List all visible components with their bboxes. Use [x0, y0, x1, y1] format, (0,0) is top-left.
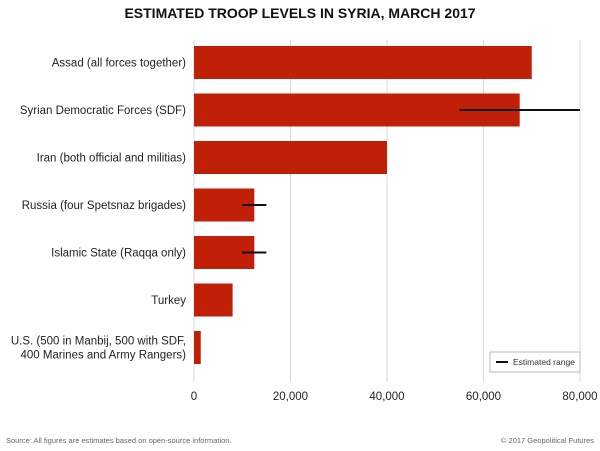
category-label: Turkey [151, 295, 186, 307]
category-label: Islamic State (Raqqa only) [51, 248, 186, 260]
legend: Estimated range [489, 351, 581, 373]
legend-label: Estimated range [513, 357, 575, 367]
legend-box [489, 351, 581, 373]
category-labels: Assad (all forces together) Syrian Democr… [11, 58, 186, 362]
category-label: 400 Marines and Army Rangers) [20, 350, 186, 362]
bar [194, 141, 387, 174]
category-label: Assad (all forces together) [52, 58, 186, 70]
chart-title: ESTIMATED TROOP LEVELS IN SYRIA, MARCH 2… [124, 5, 475, 21]
bars [194, 46, 532, 364]
category-label: Russia (four Spetsnaz brigades) [22, 200, 186, 212]
x-tick-label: 60,000 [466, 391, 501, 403]
x-tick-label: 20,000 [273, 391, 308, 403]
category-label: U.S. (500 in Manbij, 500 with SDF, [11, 336, 186, 348]
source-note: Source: All figures are estimates based … [6, 436, 232, 445]
bar [194, 331, 201, 364]
bar [194, 283, 233, 317]
estimated-ranges [242, 109, 580, 254]
category-label: Syrian Democratic Forces (SDF) [20, 105, 186, 117]
x-tick-label: 0 [191, 391, 197, 403]
x-axis-ticks: 0 20,000 40,000 60,000 80,000 [191, 391, 598, 403]
x-tick-label: 80,000 [562, 391, 597, 403]
x-tick-label: 40,000 [369, 391, 404, 403]
category-label: Iran (both official and militias) [37, 153, 187, 165]
copyright: © 2017 Geopolitical Futures [501, 436, 594, 445]
bar [194, 46, 532, 79]
